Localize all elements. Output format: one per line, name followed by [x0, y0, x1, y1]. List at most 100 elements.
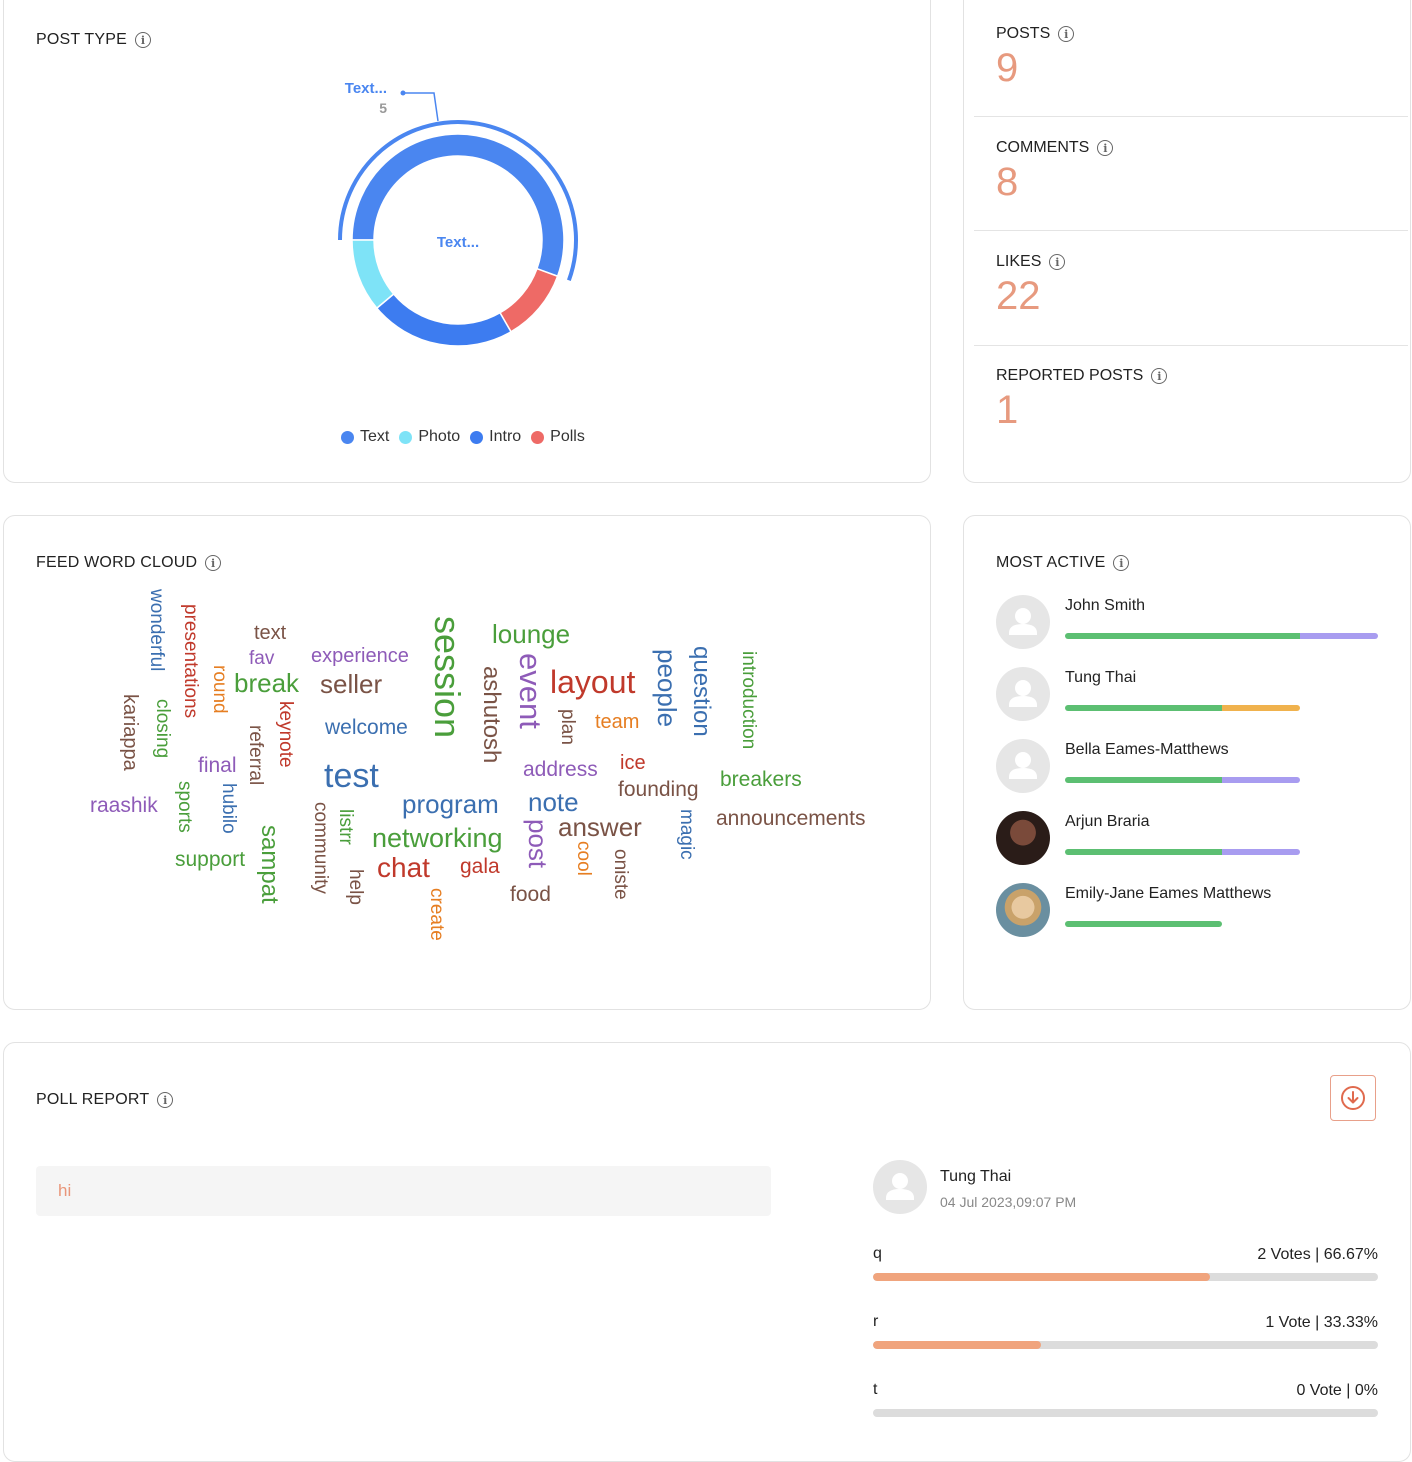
stat-label-row: LIKES i [996, 253, 1410, 271]
word-cloud-card: FEED WORD CLOUD i wonderful presentations… [3, 515, 931, 1010]
word-cloud-word: event [513, 653, 548, 729]
legend-label: Photo [418, 428, 461, 445]
post-type-legend: Text Photo Intro Polls [341, 428, 585, 446]
post-type-donut-chart: Text... 5 Text... [338, 80, 578, 347]
info-icon[interactable]: i [157, 1092, 174, 1108]
legend-item[interactable]: Polls [531, 428, 585, 446]
donut-slice-text[interactable] [351, 133, 565, 278]
legend-dot [470, 430, 484, 444]
poll-option-bar-fill [873, 1273, 1210, 1281]
donut-slice-photo[interactable] [351, 239, 395, 310]
poll-report-card: POLL REPORT i hi [3, 1042, 1411, 1462]
most-active-user-name: Arjun Braria [1065, 813, 1150, 830]
most-active-user[interactable]: John Smith [996, 595, 1386, 655]
info-icon[interactable]: i [1151, 368, 1168, 384]
word-cloud-word: test [324, 757, 379, 795]
most-active-user[interactable]: Arjun Braria [996, 811, 1386, 871]
word-cloud-word: help [345, 869, 366, 905]
legend-item[interactable]: Text [341, 428, 389, 446]
word-cloud-word: create [426, 888, 447, 941]
poll-question-box[interactable]: hi [36, 1166, 771, 1216]
most-active-user[interactable]: Bella Eames-Matthews [996, 739, 1386, 799]
legend-dot [399, 430, 413, 444]
download-circle-icon [1341, 1086, 1365, 1110]
stats-card: POSTS i 9 COMMENTS i 8 LIKES i 22 REPORTED … [963, 0, 1411, 483]
activity-bar-segment [1222, 777, 1300, 783]
activity-bar [1065, 777, 1300, 783]
avatar [996, 595, 1050, 649]
poll-option-bar-fill [873, 1341, 1042, 1349]
word-cloud-word: introduction [738, 651, 759, 750]
word-cloud-word: question [688, 646, 715, 737]
word-cloud-word: referral [245, 725, 266, 786]
word-cloud-word: keynote [275, 701, 296, 768]
user-placeholder-icon [1009, 608, 1037, 635]
word-cloud-word: cool [573, 841, 594, 876]
word-cloud-word: post [523, 819, 553, 869]
info-icon[interactable]: i [1113, 555, 1130, 571]
activity-bar [1065, 633, 1378, 639]
word-cloud-word: magic [676, 809, 697, 860]
activity-bar [1065, 921, 1222, 927]
word-cloud-word: hubilo [218, 783, 239, 834]
word-cloud-word: lounge [492, 619, 571, 649]
poll-report-title-row: POLL REPORT i [36, 1091, 174, 1109]
activity-bar-segment [1065, 777, 1223, 783]
word-cloud-word: team [595, 711, 640, 733]
word-cloud-word: founding [618, 778, 699, 801]
poll-option-votes: 1 Vote | 33.33% [1265, 1314, 1378, 1331]
word-cloud-word: plan [557, 709, 578, 745]
legend-item[interactable]: Intro [470, 428, 521, 446]
word-cloud-word: break [234, 668, 300, 698]
word-cloud-word: note [528, 787, 579, 817]
activity-bar-segment [1065, 633, 1300, 639]
word-cloud-word: chat [377, 852, 430, 883]
activity-bar-segment [1222, 705, 1300, 711]
word-cloud-word: people [652, 649, 682, 728]
word-cloud-word: support [175, 848, 246, 871]
stat-label-row: REPORTED POSTS i [996, 367, 1410, 385]
word-cloud-word: session [427, 616, 468, 739]
stat-value: 1 [996, 388, 1019, 432]
most-active-card: MOST ACTIVE i John Smith Tung Thai Bella E… [963, 515, 1411, 1010]
divider [974, 230, 1408, 231]
callout-value: 5 [379, 100, 387, 116]
info-icon[interactable]: i [135, 32, 152, 48]
legend-item[interactable]: Photo [399, 428, 460, 446]
avatar [996, 883, 1050, 937]
info-icon[interactable]: i [205, 555, 222, 571]
most-active-user[interactable]: Emily-Jane Eames Matthews [996, 883, 1386, 943]
legend-label: Polls [550, 428, 585, 445]
donut-slice-intro[interactable] [375, 292, 513, 347]
word-cloud-word: ice [620, 752, 646, 774]
stat-label: LIKES [996, 253, 1042, 270]
most-active-title-row: MOST ACTIVE i [996, 554, 1130, 572]
word-cloud-word: networking [372, 823, 503, 853]
info-icon[interactable]: i [1097, 140, 1114, 156]
stat-comments: COMMENTS i 8 [996, 139, 1410, 205]
word-cloud-word: final [198, 754, 237, 777]
stat-posts: POSTS i 9 [996, 25, 1410, 91]
most-active-user-name: Tung Thai [1065, 669, 1137, 686]
donut-slice-polls[interactable] [498, 267, 559, 333]
stat-label: POSTS [996, 25, 1051, 42]
activity-bar-segment [1065, 921, 1222, 927]
post-type-title: POST TYPE [36, 31, 128, 48]
most-active-user-name: Emily-Jane Eames Matthews [1065, 885, 1272, 902]
stat-label-row: COMMENTS i [996, 139, 1410, 157]
download-button[interactable] [1330, 1075, 1376, 1121]
stat-label: REPORTED POSTS [996, 367, 1144, 384]
stat-reported-posts: REPORTED POSTS i 1 [996, 367, 1410, 433]
word-cloud-word: answer [558, 812, 642, 842]
stat-value: 9 [996, 46, 1019, 90]
poll-option-votes: 0 Vote | 0% [1296, 1382, 1378, 1399]
word-cloud-word: listrr [335, 809, 356, 845]
info-icon[interactable]: i [1058, 26, 1075, 42]
word-cloud-word: program [402, 789, 499, 819]
most-active-user[interactable]: Tung Thai [996, 667, 1386, 727]
post-type-title-row: POST TYPE i [36, 31, 152, 49]
info-icon[interactable]: i [1049, 254, 1066, 270]
word-cloud-word: text [254, 622, 287, 644]
activity-bar [1065, 705, 1300, 711]
poll-option: t 0 Vote | 0% [873, 1381, 1378, 1421]
